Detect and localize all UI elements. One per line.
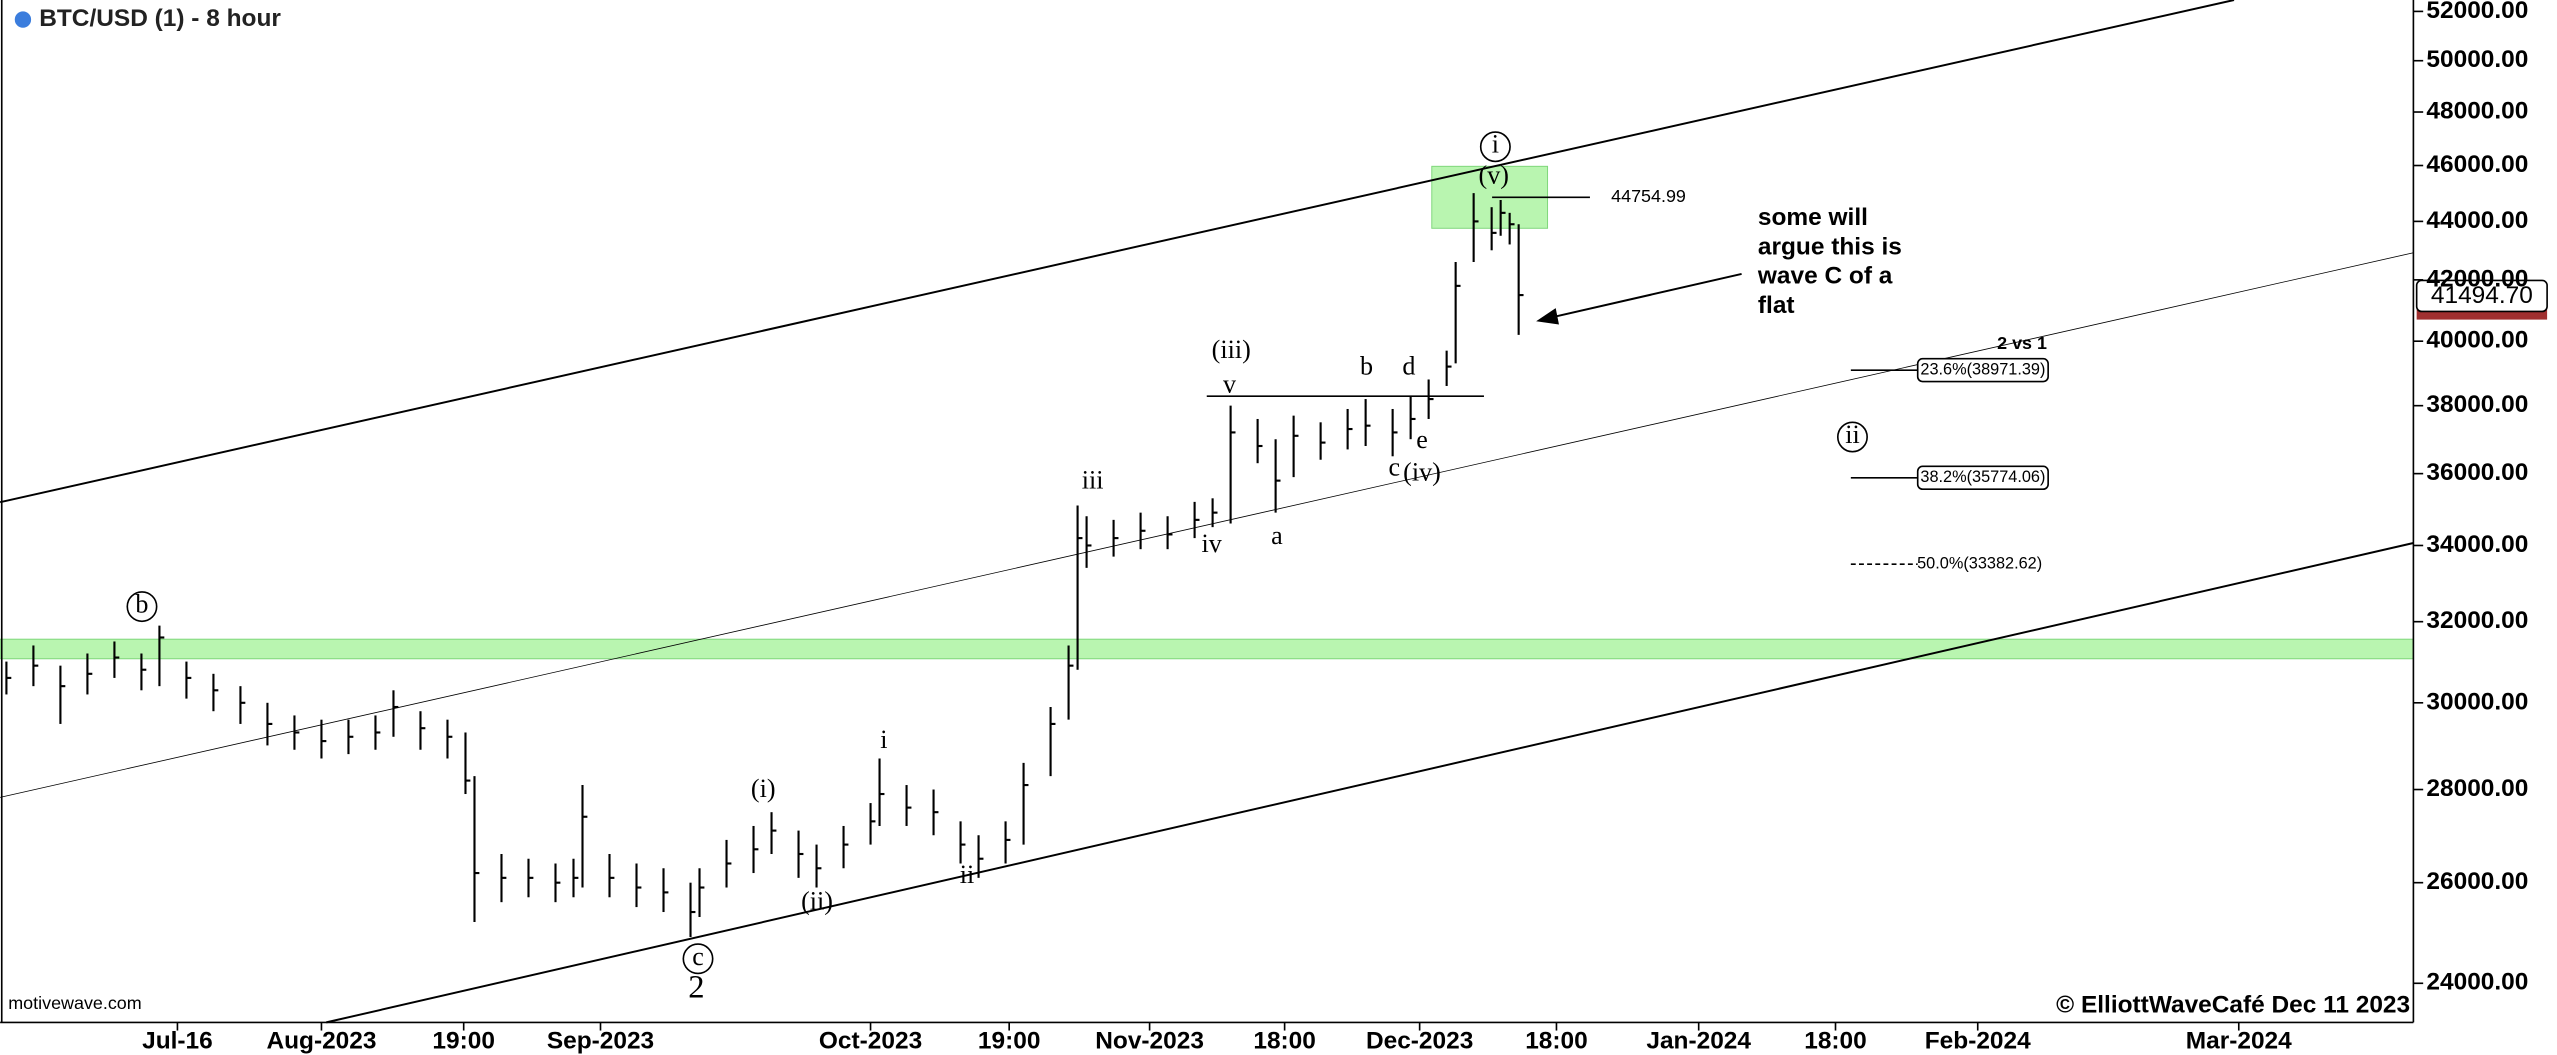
- x-tick-label: Oct-2023: [819, 1027, 922, 1054]
- channel-line: [326, 542, 2414, 1024]
- wave-label: ii: [1845, 420, 1860, 449]
- y-tick-label: 42000.00: [2426, 265, 2528, 292]
- wave-label: (i): [751, 774, 776, 803]
- wave-label: 2: [688, 969, 704, 1005]
- arrow-head: [1536, 308, 1559, 325]
- channel-line: [0, 0, 2235, 504]
- x-tick-label: 18:00: [1525, 1027, 1588, 1054]
- wave-label: e: [1416, 425, 1428, 454]
- high-label: 44754.99: [1611, 186, 1686, 206]
- wave-label: ii: [960, 860, 975, 889]
- y-tick-label: 44000.00: [2426, 207, 2528, 234]
- fib-label: 50.0%(33382.62): [1917, 555, 2042, 573]
- y-tick-label: 34000.00: [2426, 531, 2528, 558]
- y-tick-label: 28000.00: [2426, 775, 2528, 802]
- fib-label: 23.6%(38971.39): [1920, 360, 2045, 378]
- wave-label: (ii): [801, 886, 833, 915]
- y-tick-label: 46000.00: [2426, 151, 2528, 178]
- note: argue this is: [1758, 233, 1902, 260]
- wave-circle: [682, 943, 714, 975]
- wave-label: i: [1492, 130, 1499, 159]
- y-tick-label: 32000.00: [2426, 607, 2528, 634]
- channel-line: [0, 252, 2414, 798]
- wave-label: iii: [1082, 466, 1104, 495]
- last-price: 41494.70: [2431, 282, 2533, 309]
- wave-label: d: [1402, 352, 1415, 381]
- chart-title: BTC/USD (1) - 8 hour: [39, 5, 281, 32]
- wave-label: c: [692, 942, 704, 971]
- y-tick-label: 38000.00: [2426, 391, 2528, 418]
- y-tick-label: 24000.00: [2426, 969, 2528, 996]
- x-tick-label: Aug-2023: [266, 1027, 376, 1054]
- y-tick-label: 52000.00: [2426, 0, 2528, 24]
- fib-box: [1916, 465, 2049, 490]
- x-tick-label: Sep-2023: [547, 1027, 654, 1054]
- y-tick-label: 48000.00: [2426, 97, 2528, 124]
- copyright: © ElliottWaveCafé Dec 11 2023: [2056, 992, 2410, 1019]
- source: motivewave.com: [8, 993, 141, 1013]
- fib-box: [1916, 357, 2049, 383]
- x-tick-label: Jan-2024: [1646, 1027, 1751, 1054]
- wave-label: iv: [1201, 529, 1222, 558]
- x-tick-label: Feb-2024: [1925, 1027, 2031, 1054]
- x-tick-label: 18:00: [1253, 1027, 1316, 1054]
- wave-label: a: [1271, 521, 1283, 550]
- note: some will: [1758, 204, 1868, 231]
- wave-label: (iii): [1212, 335, 1251, 364]
- x-tick-label: 19:00: [978, 1027, 1041, 1054]
- wave-label: (iv): [1403, 457, 1441, 486]
- note: flat: [1758, 292, 1795, 319]
- x-tick-label: Jul-16: [142, 1027, 213, 1054]
- x-tick-label: 19:00: [432, 1027, 495, 1054]
- title-dot: [14, 11, 32, 28]
- wave-circle: [1836, 421, 1868, 453]
- y-tick-label: 30000.00: [2426, 688, 2528, 715]
- y-tick-label: 40000.00: [2426, 327, 2528, 354]
- wave-circle: [126, 591, 158, 623]
- wave-label: (v): [1479, 161, 1509, 190]
- y-tick-label: 36000.00: [2426, 459, 2528, 486]
- y-tick-label: 50000.00: [2426, 46, 2528, 73]
- wave-label: 2 vs 1: [1997, 333, 2047, 353]
- wave-label: b: [1360, 352, 1373, 381]
- note: wave C of a: [1757, 263, 1893, 290]
- wave-circle: [1479, 131, 1511, 163]
- fib-label: 38.2%(35774.06): [1920, 468, 2045, 486]
- wave-label: i: [880, 725, 887, 754]
- wave-label: v: [1223, 369, 1237, 398]
- x-tick-label: Nov-2023: [1095, 1027, 1204, 1054]
- y-tick-label: 26000.00: [2426, 868, 2528, 895]
- x-tick-label: 18:00: [1804, 1027, 1867, 1054]
- x-tick-label: Mar-2024: [2186, 1027, 2292, 1054]
- wave-label: c: [1388, 453, 1400, 482]
- x-tick-label: Dec-2023: [1366, 1027, 1473, 1054]
- wave-label: b: [135, 590, 148, 619]
- support-zone: [0, 638, 2414, 660]
- arrow: [1548, 272, 1742, 319]
- price-tag: [2415, 279, 2548, 313]
